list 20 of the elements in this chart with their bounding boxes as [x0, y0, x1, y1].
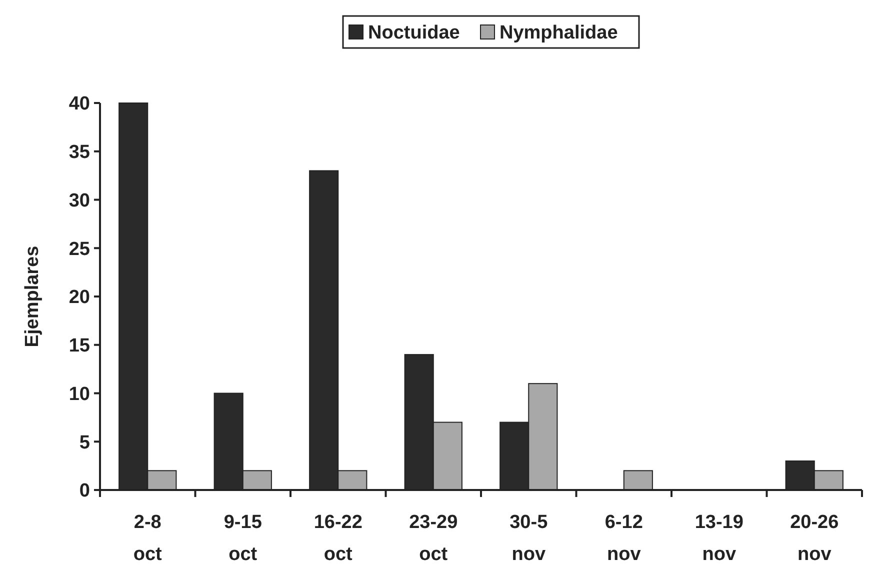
x-tick-label: 20-26 nov: [790, 512, 839, 565]
y-tick-label: 35: [68, 142, 90, 164]
x-tick-label: 30-5 nov: [510, 512, 548, 565]
y-tick-label: 0: [79, 480, 90, 502]
y-tick-label: 15: [68, 336, 90, 357]
legend-label: Noctuidae: [368, 22, 460, 44]
y-axis-title: Ejemplares: [22, 246, 43, 348]
y-tick-label: 10: [68, 384, 90, 405]
x-tick-label: 13-19 nov: [694, 512, 744, 565]
y-tick-label: 40: [68, 94, 90, 115]
legend-label: Nymphalidae: [500, 22, 618, 44]
x-tick-label: 2-8 oct: [133, 512, 163, 565]
y-tick-label: 25: [68, 238, 90, 260]
x-tick-label: 6-12 nov: [604, 512, 643, 565]
y-tick-label: 20: [68, 287, 90, 308]
y-tick-label: 5: [79, 432, 90, 454]
x-tick-label: 23-29 oct: [409, 512, 458, 565]
x-tick-label: 16-22 oct: [314, 512, 362, 565]
y-tick-label: 30: [68, 190, 90, 212]
x-tick-label: 9-15 oct: [224, 512, 262, 565]
